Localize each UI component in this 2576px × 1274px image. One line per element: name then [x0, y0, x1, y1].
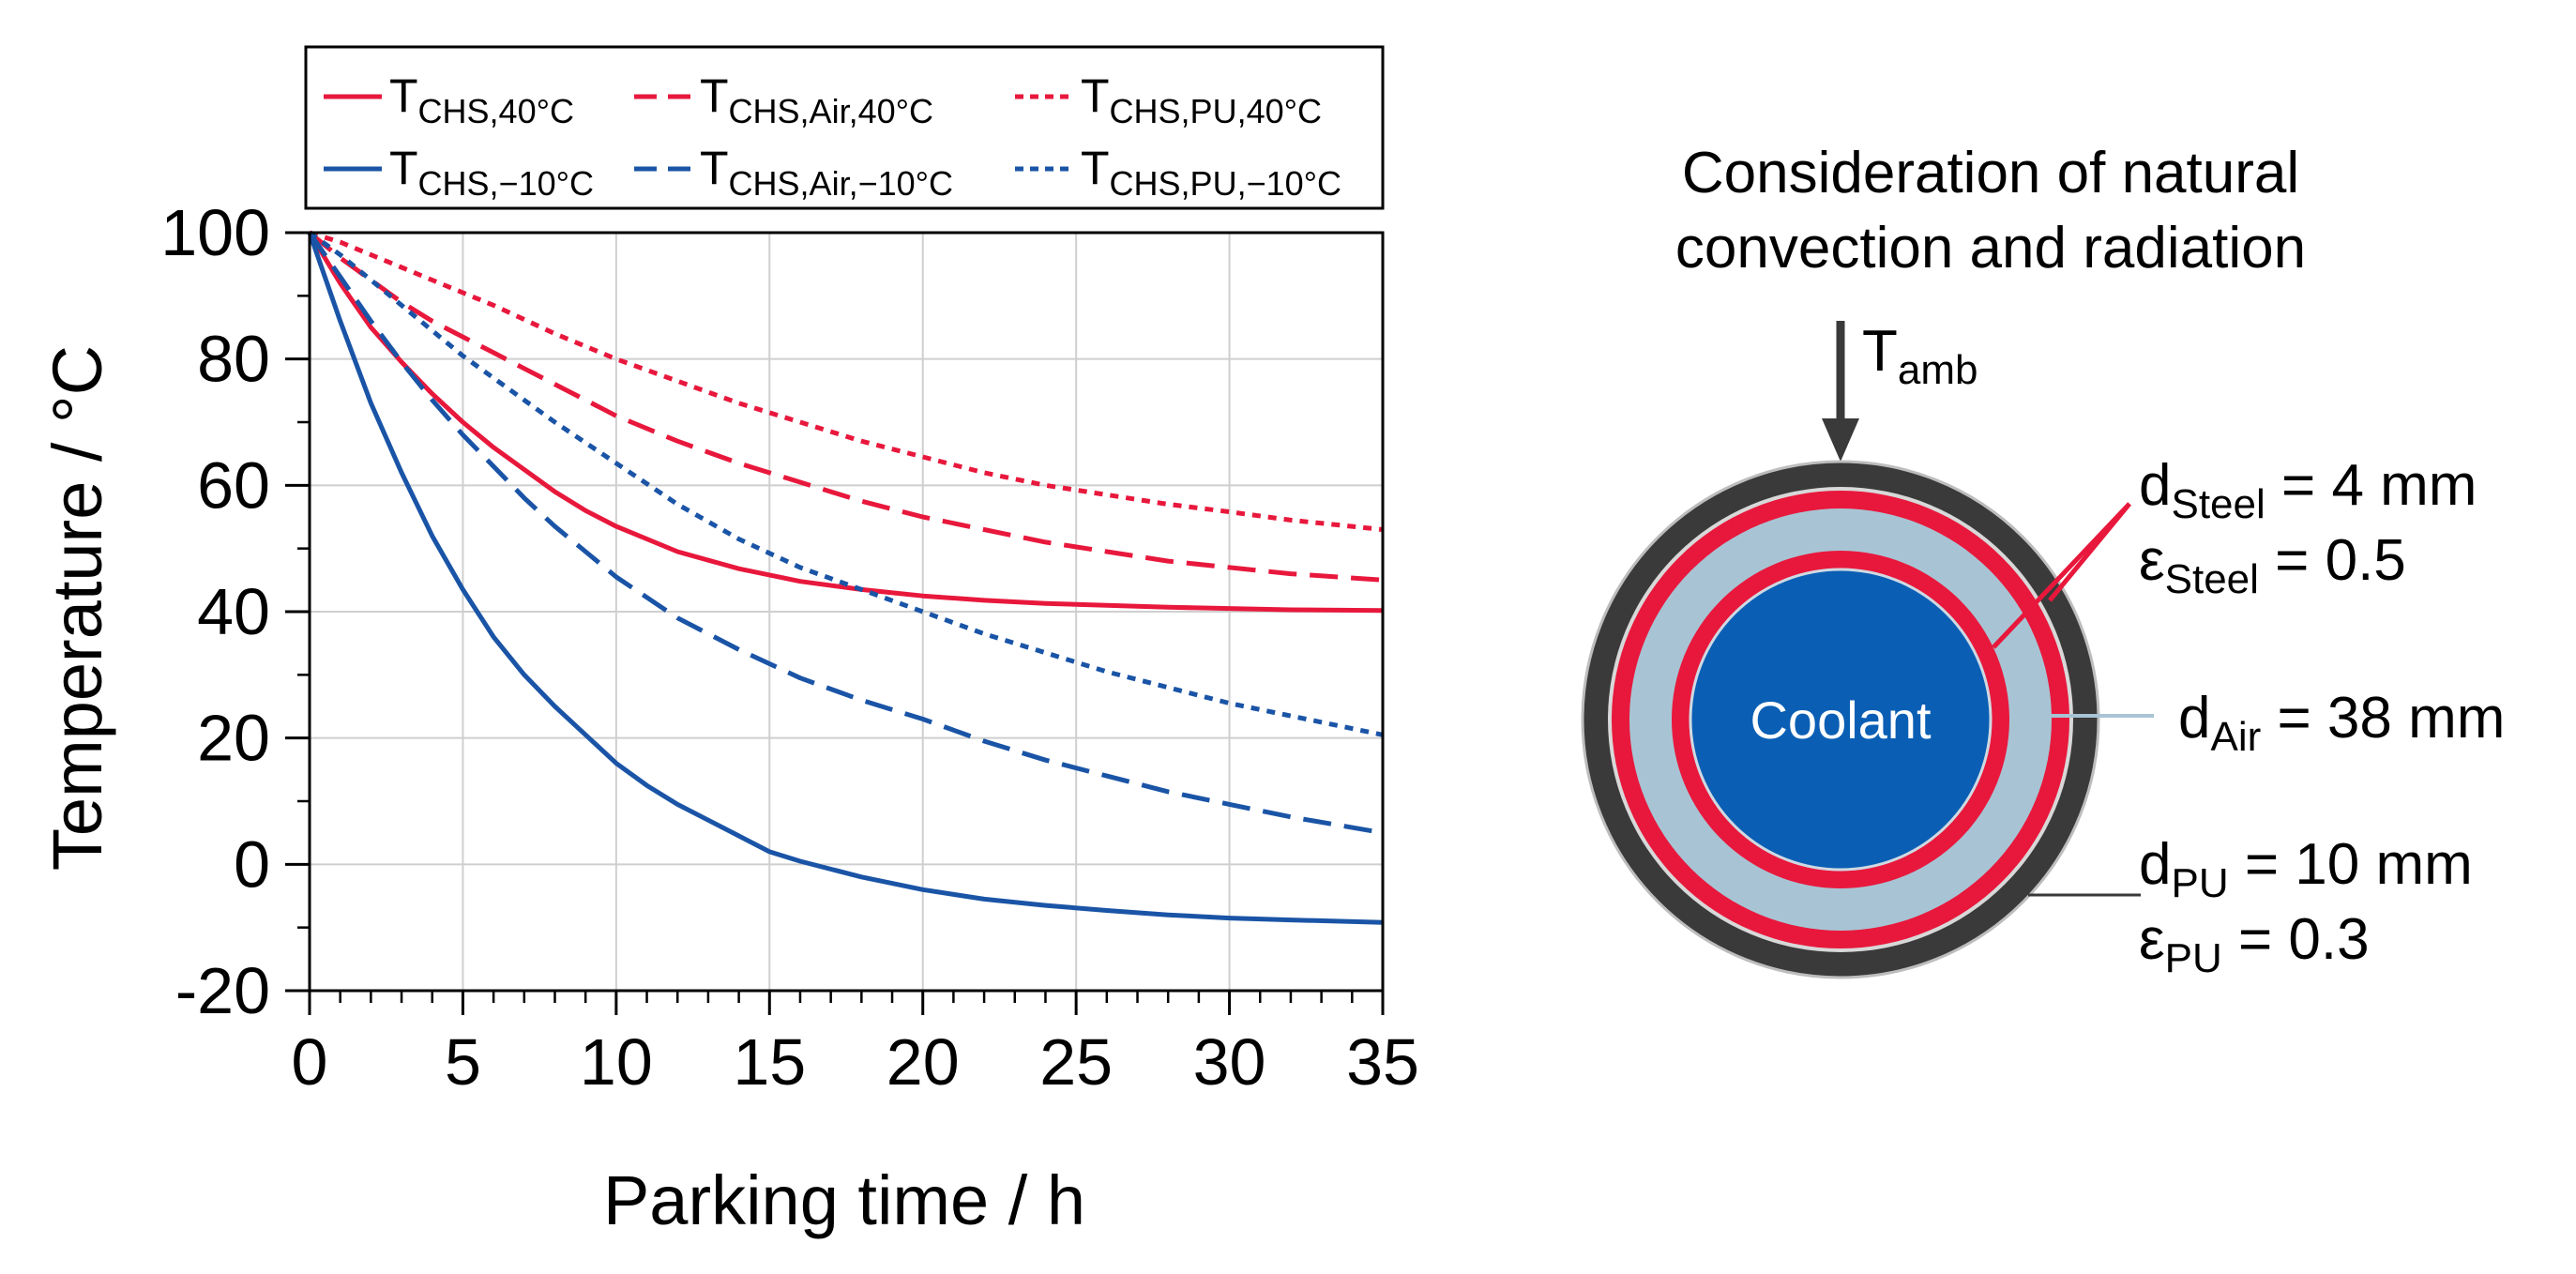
series-line-3	[309, 230, 1384, 532]
legend-frame	[304, 45, 1385, 210]
x-tick-label: 20	[886, 1025, 960, 1099]
steel-leader-inner	[1992, 502, 2131, 649]
legend-label-4: TCHS,−10°C	[389, 142, 594, 203]
y-axis-label: Temperature / °C	[38, 345, 116, 871]
diagram-title-line2: convection and radiation	[1675, 216, 2306, 281]
coolant-core	[1689, 568, 1993, 872]
steel-thickness-label: dSteel = 4 mm	[2139, 453, 2477, 527]
legend-label-6: TCHS,PU,−10°C	[1081, 142, 1341, 203]
ambient-temperature-label: Tamb	[1862, 319, 1977, 393]
x-tick-label: 5	[445, 1025, 481, 1099]
series-line-1	[307, 231, 1384, 614]
y-tick-label: -20	[175, 954, 270, 1027]
steel-emissivity-label: εSteel = 0.5	[2139, 528, 2406, 602]
chart-tick-labels: 0 5 10 15 20 25 30 35 100 80 60 40 20 0 -20	[160, 196, 1419, 1099]
y-tick-label: 0	[234, 827, 270, 901]
pipe-cross-section-diagram: Consideration of natural convection and …	[1581, 141, 2505, 981]
y-tick-label: 80	[197, 323, 270, 396]
pu-emissivity-label: εPU = 0.3	[2139, 907, 2370, 981]
chart-grid	[310, 233, 1383, 991]
coolant-label: Coolant	[1750, 690, 1931, 750]
x-tick-label: 15	[733, 1025, 806, 1099]
ambient-arrow-head	[1822, 418, 1859, 462]
y-tick-label: 20	[197, 702, 270, 775]
diagram-title-line1: Consideration of natural	[1682, 141, 2299, 205]
y-tick-label: 40	[197, 575, 270, 648]
x-tick-label: 0	[292, 1025, 328, 1099]
x-tick-label: 25	[1039, 1025, 1113, 1099]
y-tick-label: 60	[197, 448, 270, 522]
pu-thickness-label: dPU = 10 mm	[2139, 832, 2473, 906]
legend-label-2: TCHS,Air,40°C	[700, 69, 933, 130]
line-chart: 0 5 10 15 20 25 30 35 100 80 60 40 20 0 -20 Parking ti…	[38, 45, 1419, 1239]
legend-label-1: TCHS,40°C	[389, 69, 574, 130]
x-tick-label: 35	[1346, 1025, 1419, 1099]
air-gap-label: dAir = 38 mm	[2178, 686, 2505, 760]
x-tick-label: 30	[1193, 1025, 1266, 1099]
series-line-2	[308, 231, 1384, 583]
y-tick-label: 100	[160, 196, 270, 269]
series-line-6	[308, 230, 1384, 737]
chart-series	[307, 230, 1384, 925]
x-axis-label: Parking time / h	[603, 1161, 1085, 1239]
series-line-5	[307, 231, 1384, 836]
legend-label-5: TCHS,Air,−10°C	[700, 142, 953, 203]
x-tick-label: 10	[580, 1025, 653, 1099]
legend-label-3: TCHS,PU,40°C	[1081, 69, 1322, 130]
chart-ticks	[285, 231, 1385, 1015]
series-line-4	[307, 232, 1384, 925]
chart-legend: TCHS,40°C TCHS,Air,40°C TCHS,PU,40°C TCHS,−…	[304, 45, 1385, 210]
